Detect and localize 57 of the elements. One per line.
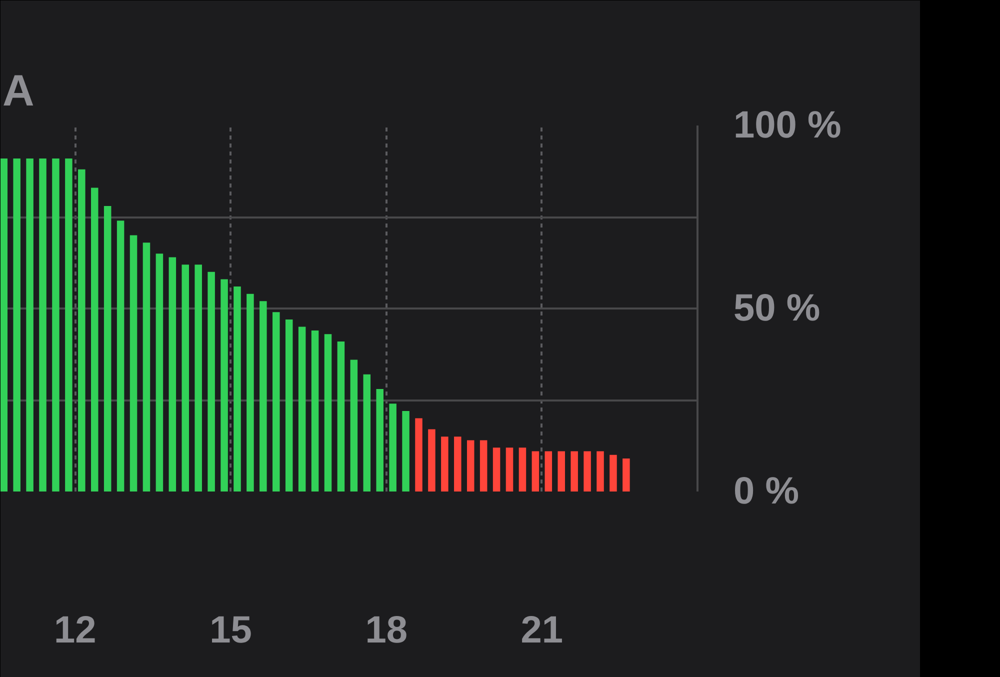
x-tick-label: 21: [520, 610, 564, 652]
bar: [272, 312, 280, 492]
bar: [0, 158, 8, 492]
bar: [363, 374, 371, 492]
bar: [65, 158, 72, 492]
bar: [596, 451, 604, 492]
bar: [441, 436, 448, 492]
bar: [260, 301, 267, 492]
bar: [116, 220, 124, 492]
bar: [466, 440, 474, 492]
x-tick-label: 18: [365, 610, 408, 652]
chart-title: A: [2, 66, 34, 116]
bar: [13, 158, 20, 492]
bar: [428, 429, 436, 492]
bar: [168, 257, 176, 492]
bar: [246, 294, 254, 492]
bar: [337, 341, 345, 492]
bar: [104, 206, 112, 492]
bar: [78, 169, 86, 492]
bar: [454, 436, 462, 492]
bar: [52, 158, 60, 492]
bar: [39, 158, 46, 492]
y-tick-label: 50 %: [734, 288, 820, 330]
bar: [492, 448, 500, 492]
bar: [532, 451, 540, 492]
bar: [402, 410, 410, 492]
bar: [544, 451, 552, 492]
bar: [298, 326, 306, 492]
bar: [570, 451, 578, 492]
bar: [584, 451, 591, 492]
bar: [558, 451, 565, 492]
bar: [480, 440, 488, 492]
bar: [208, 272, 215, 492]
bar: [182, 264, 190, 492]
bar: [518, 448, 526, 492]
bar: [130, 235, 138, 492]
bar: [26, 158, 34, 492]
bar: [350, 360, 358, 492]
bar: [234, 286, 241, 492]
bar: [415, 418, 422, 492]
bar: [194, 264, 202, 492]
bar: [220, 279, 228, 492]
bar: [610, 454, 617, 492]
bar: [156, 254, 164, 492]
bar: [389, 404, 396, 492]
y-tick-label: 0 %: [734, 470, 799, 512]
bar: [142, 242, 150, 492]
bar: [324, 334, 332, 492]
bar: [622, 458, 630, 492]
x-tick-label: 12: [54, 610, 96, 652]
bar: [311, 330, 319, 492]
bar: [506, 448, 514, 492]
bar: [90, 188, 98, 492]
x-tick-label: 15: [210, 610, 252, 652]
y-tick-label: 100 %: [734, 104, 842, 146]
bar: [376, 389, 384, 492]
bar: [285, 319, 293, 492]
